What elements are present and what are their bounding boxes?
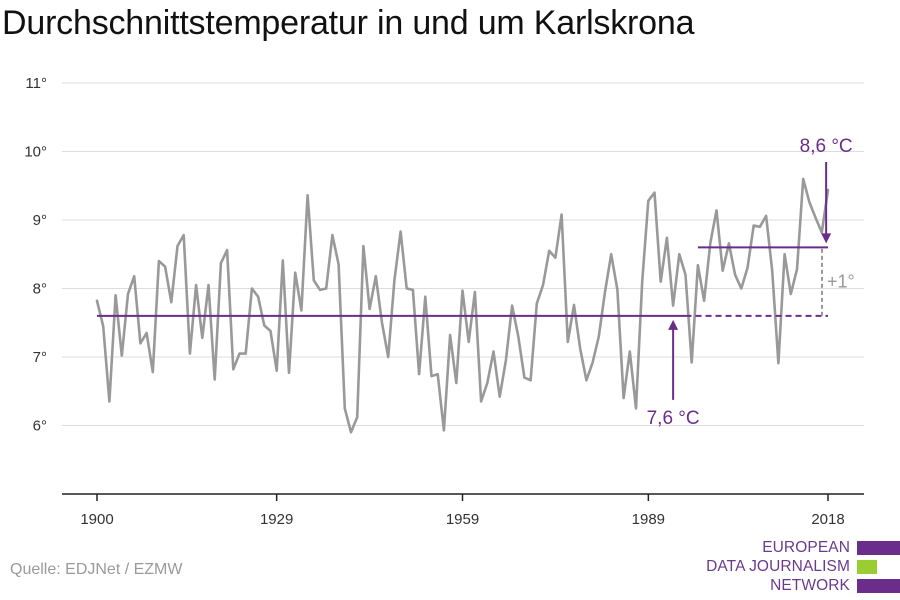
x-tick-label: 2018	[811, 511, 844, 528]
logo-bar-bottom	[857, 579, 900, 593]
x-tick-label: 1900	[80, 511, 113, 528]
reference-lines	[97, 246, 828, 317]
logo-bar-middle	[857, 560, 877, 574]
source-note: Quelle: EDJNet / EZMW	[10, 561, 183, 578]
baseline-label: 7,6 °C	[647, 408, 700, 429]
x-tick-label: 1929	[260, 511, 293, 528]
difference-label: +1°	[827, 272, 855, 292]
y-tick-label: 10°	[24, 144, 47, 161]
logo-line-1: EUROPEAN	[762, 539, 850, 556]
y-axis-tick-labels: 6° 7° 8° 9° 10° 11°	[24, 75, 47, 435]
x-tick-label: 1959	[446, 511, 479, 528]
gridlines	[62, 82, 864, 426]
y-tick-label: 7°	[33, 349, 47, 366]
y-tick-label: 11°	[25, 75, 47, 92]
y-tick-label: 6°	[33, 418, 47, 435]
logo-line-3: NETWORK	[770, 577, 850, 594]
logo-line-2: DATA JOURNALISM	[706, 558, 850, 575]
x-tick-label: 1989	[632, 511, 665, 528]
series-line	[95, 177, 830, 434]
y-tick-label: 9°	[33, 212, 47, 229]
annotations: 7,6 °C 8,6 °C +1°	[647, 136, 855, 429]
baseline-arrow-head	[668, 319, 679, 330]
x-axis-ticks: 1900 1929 1959 1989 2018	[80, 494, 845, 528]
y-tick-label: 8°	[33, 281, 47, 298]
logo-bar-top	[857, 541, 900, 555]
recent-arrow-head	[821, 233, 832, 244]
recent-label: 8,6 °C	[800, 136, 853, 157]
edjnet-logo: EUROPEAN DATA JOURNALISM NETWORK	[690, 538, 900, 596]
chart-title: Durchschnittstemperatur in und um Karlsk…	[2, 4, 695, 42]
temperature-series	[95, 177, 830, 434]
